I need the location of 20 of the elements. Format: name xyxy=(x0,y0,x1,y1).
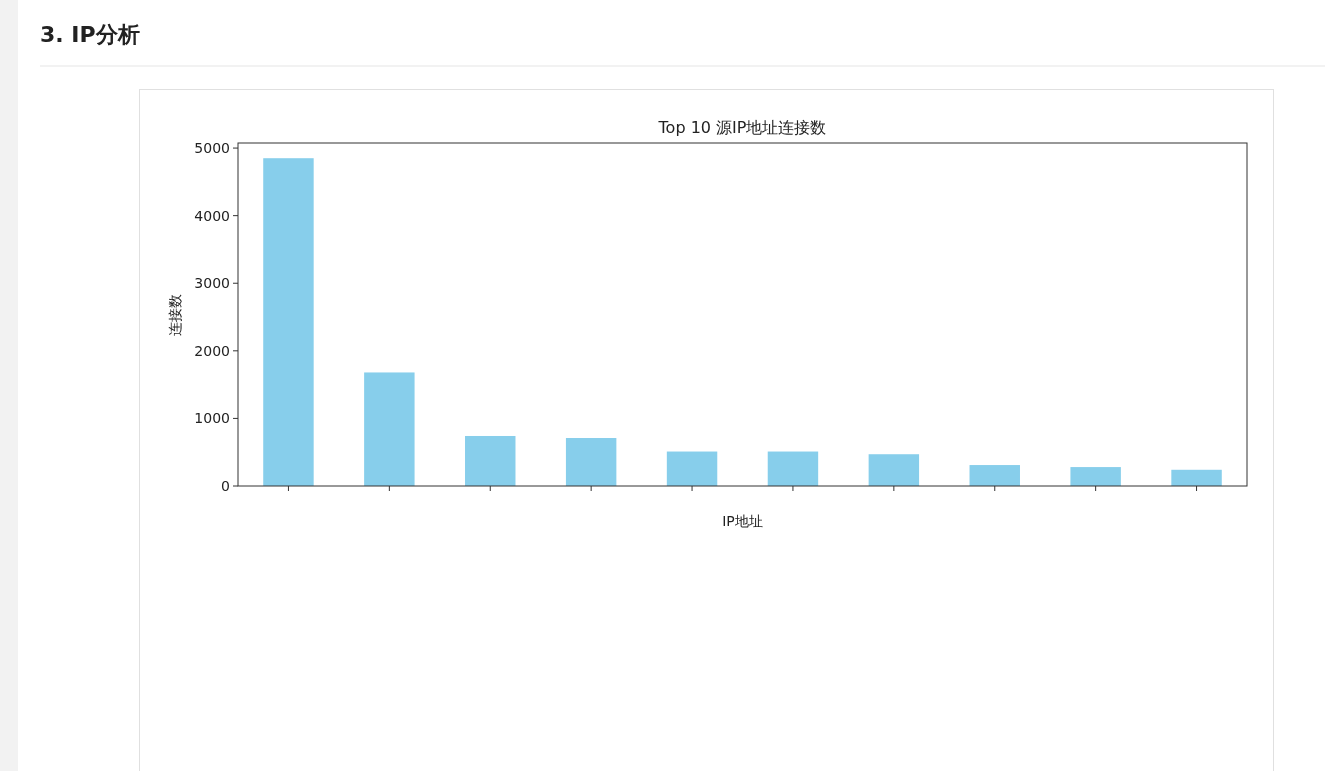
x-axis-title: IP地址 xyxy=(722,513,763,529)
bar xyxy=(969,465,1020,486)
y-tick-label: 1000 xyxy=(194,410,230,427)
y-tick-label: 4000 xyxy=(194,207,230,224)
y-tick-label: 3000 xyxy=(194,275,230,292)
bar xyxy=(465,435,516,486)
bar xyxy=(565,438,617,486)
text: 3. IP分析 xyxy=(40,22,140,47)
bar xyxy=(1070,467,1121,486)
chart-title: Top 10 源IP地址连接数 xyxy=(657,118,827,137)
bar xyxy=(1171,469,1222,486)
y-axis-title: 连接数 xyxy=(167,293,183,336)
bar xyxy=(666,451,718,486)
bar xyxy=(364,372,415,486)
y-tick-label: 0 xyxy=(221,478,230,494)
y-tick-label: 5000 xyxy=(194,140,230,157)
y-tick-label: 2000 xyxy=(194,342,230,359)
bar xyxy=(767,451,819,486)
bar xyxy=(263,158,314,486)
bar xyxy=(868,454,920,486)
